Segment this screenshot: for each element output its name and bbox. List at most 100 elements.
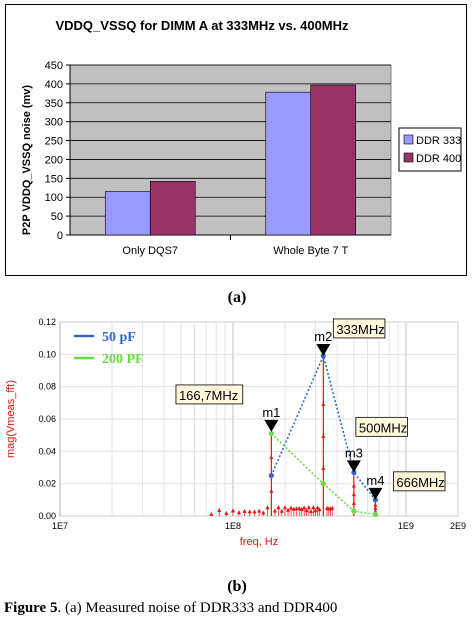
y-tick-label: 350 <box>45 98 63 110</box>
marker-name: m4 <box>366 473 384 488</box>
series-point <box>268 472 274 479</box>
x-axis-label: freq, Hz <box>240 536 279 548</box>
series-line <box>270 353 377 501</box>
marker-label-box <box>355 416 408 437</box>
marker-label-box <box>332 318 386 339</box>
spectrum-point <box>286 507 291 512</box>
spectrum-point <box>297 506 302 511</box>
x-tick-label: 2E9 <box>450 521 466 531</box>
marker-triangle <box>368 487 383 500</box>
y-tick-label: 0.10 <box>38 349 56 359</box>
x-tick-label: Whole Byte 7 T <box>273 245 348 257</box>
marker-name: m1 <box>262 405 280 420</box>
legend-swatch <box>403 134 414 145</box>
spectrum-point <box>351 483 356 488</box>
bar-chart: VDDQ_VSSQ for DIMM A at 333MHz vs. 400MH… <box>21 18 462 257</box>
spectrum-point <box>309 508 314 513</box>
y-tick-label: 250 <box>45 136 63 148</box>
spectrum-point <box>304 507 309 512</box>
series-point <box>320 353 326 359</box>
y-tick-label: 0.06 <box>38 414 56 424</box>
marker-triangle <box>346 460 361 473</box>
spectrum-chart: 0.00 0.02 0.04 0.06 0.08 0.10 0.12 1E7 1E8 1E9 2E9… <box>5 317 466 548</box>
marker-name: m2 <box>314 329 332 344</box>
spectrum-point <box>236 510 241 515</box>
marker-triangle <box>316 343 331 356</box>
legend-label: DDR 400 <box>416 153 461 165</box>
spectrum-point <box>373 505 378 510</box>
spectrum-point <box>321 433 326 438</box>
y-tick-label: 200 <box>45 154 63 166</box>
spectrum-point <box>302 505 307 510</box>
marker-label-box <box>175 384 244 405</box>
y-axis-label: mag(Vmeas_fft) <box>5 380 17 458</box>
spectrum-point <box>330 505 335 510</box>
caption-b: (b) <box>227 578 247 595</box>
spectrum-point <box>351 500 356 505</box>
y-tick-label: 0.00 <box>38 511 56 521</box>
legend-label: DDR 333 <box>416 135 461 147</box>
bar <box>265 91 312 236</box>
y-tick-label: 0.04 <box>38 446 56 456</box>
y-tick-label: 150 <box>45 173 63 185</box>
spectrum-point <box>283 505 288 510</box>
series-point <box>320 481 326 487</box>
marker-label: 666MHz <box>396 475 444 490</box>
spectrum-point <box>289 505 294 510</box>
y-tick-label: 400 <box>45 79 63 91</box>
chart-title: VDDQ_VSSQ for DIMM A at 333MHz vs. 400MH… <box>55 18 349 33</box>
y-tick-label: 0.08 <box>38 382 56 392</box>
spectrum-point <box>224 511 229 516</box>
spectrum-point <box>276 505 281 510</box>
series-point <box>372 511 378 517</box>
spectrum-point <box>257 508 262 513</box>
spectrum-point <box>272 508 277 513</box>
spectrum-point <box>306 505 311 510</box>
bar <box>149 181 196 236</box>
spectrum-point <box>373 502 378 507</box>
spectrum-point <box>294 506 299 511</box>
x-tick-label: Only DQS7 <box>122 245 178 257</box>
x-tick-label: 1E8 <box>225 521 241 531</box>
spectrum-point <box>313 508 318 513</box>
spectrum-point <box>252 509 257 514</box>
y-tick-label: 100 <box>45 192 63 204</box>
spectrum-point <box>269 488 274 493</box>
y-tick-label: 0.12 <box>38 317 56 327</box>
marker-label: 166,7MHz <box>179 388 238 403</box>
series-line <box>270 432 376 516</box>
y-axis-label: P2P VDDQ_VSSQ noise (mv) <box>21 85 33 236</box>
spectrum-point <box>261 510 266 515</box>
bar <box>104 191 151 236</box>
marker-label-box <box>392 471 446 492</box>
bar-chart-panel: VDDQ_VSSQ for DIMM A at 333MHz vs. 400MH… <box>5 4 467 276</box>
figure-caption-label: Figure 5 <box>4 600 58 616</box>
bar <box>310 84 357 236</box>
spectrum-chart-panel: 0.00 0.02 0.04 0.06 0.08 0.10 0.12 1E7 1E8 1E9 2E9… <box>0 314 474 576</box>
spectrum-point <box>299 507 304 512</box>
legend-label: 50 pF <box>102 330 136 345</box>
spectrum-point <box>247 509 252 514</box>
y-tick-label: 50 <box>51 211 63 223</box>
series-point <box>351 508 357 514</box>
spectrum-point <box>209 512 214 517</box>
x-tick-label: 1E9 <box>398 521 414 531</box>
spectrum-point <box>265 505 270 510</box>
spectrum-point <box>311 505 316 510</box>
spectrum-point <box>321 401 326 406</box>
marker-name: m3 <box>345 445 363 460</box>
spectrum-point <box>230 508 235 513</box>
series-point <box>268 430 274 437</box>
spectrum-point <box>217 508 222 513</box>
spectrum-point <box>279 508 284 513</box>
spectrum-point <box>315 505 320 510</box>
marker-label: 333MHz <box>336 322 384 337</box>
spectrum-point <box>242 508 247 513</box>
spectrum-point <box>269 455 274 460</box>
figure-caption: Figure 5. (a) Measured noise of DDR333 a… <box>4 600 337 617</box>
figure-caption-text: . (a) Measured noise of DDR333 and DDR40… <box>57 600 338 616</box>
spectrum-point <box>317 507 322 512</box>
marker-triangle <box>264 419 279 432</box>
spectrum-point <box>351 492 356 497</box>
y-tick-label: 300 <box>45 117 63 129</box>
